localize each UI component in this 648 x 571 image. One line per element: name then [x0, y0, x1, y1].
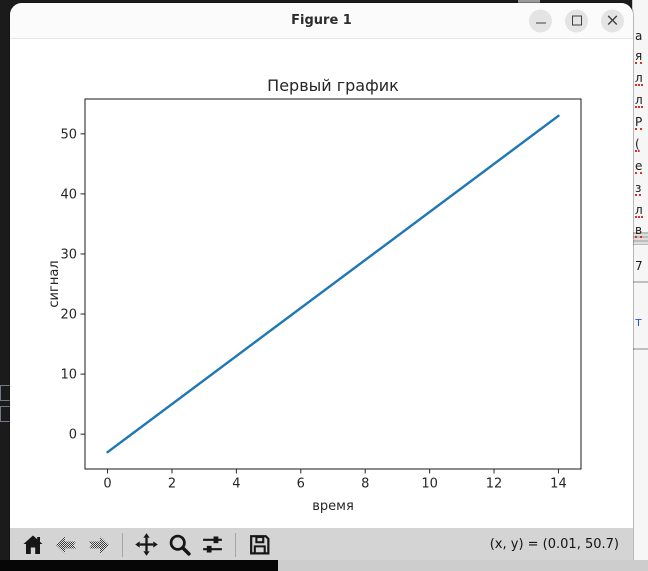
home-icon	[23, 535, 43, 554]
back-button[interactable]	[53, 532, 79, 558]
background-text-fragment: (	[635, 137, 640, 152]
background-window-divider	[633, 348, 648, 350]
pan-icon	[134, 533, 158, 556]
data-series	[106, 114, 560, 454]
svg-text:0: 0	[103, 477, 111, 492]
forward-button[interactable]	[86, 532, 112, 558]
background-text-fragment: л	[635, 71, 643, 86]
svg-text:10: 10	[60, 368, 77, 383]
configure-subplots-button[interactable]	[199, 532, 225, 558]
svg-text:40: 40	[60, 187, 77, 202]
maximize-button[interactable]	[565, 9, 588, 32]
close-button[interactable]: ×	[601, 9, 624, 32]
navigation-toolbar: (x, y) = (0.01, 50.7)	[10, 528, 633, 560]
toolbar-separator	[122, 532, 123, 557]
background-window-divider	[633, 281, 648, 283]
svg-text:50: 50	[60, 127, 77, 142]
svg-text:8: 8	[361, 477, 369, 492]
save-button[interactable]	[246, 532, 272, 558]
forward-icon	[89, 536, 109, 553]
svg-text:10: 10	[421, 477, 438, 492]
svg-text:6: 6	[297, 477, 305, 492]
background-text-fragment: я	[635, 49, 643, 64]
background-text-fragment: л	[635, 93, 643, 108]
background-window-strip: a я л л Р(е з л в 7 т	[632, 0, 648, 571]
svg-text:14: 14	[550, 477, 567, 492]
window-controls: ×	[529, 9, 624, 32]
minimize-icon	[535, 22, 546, 24]
y-axis-label: сигнал	[47, 260, 62, 307]
maximize-icon	[571, 15, 582, 26]
background-text-fragment: л	[635, 203, 643, 218]
pan-button[interactable]	[133, 532, 159, 558]
figure-window: Figure 1 × Первый график 0 2 4 6 8 10 12 14 0 10 2…	[10, 3, 633, 560]
background-text-fragment: a	[635, 29, 643, 43]
line-chart[interactable]: Первый график 0 2 4 6 8 10 12 14 0 10 20 30 40 50 вре…	[10, 39, 633, 528]
zoom-icon	[169, 534, 191, 556]
svg-text:12: 12	[486, 477, 503, 492]
close-icon: ×	[605, 10, 620, 30]
chart-title: Первый график	[267, 76, 399, 95]
background-bottom-right	[278, 560, 648, 571]
toolbar-separator	[235, 532, 236, 557]
background-window-tab	[518, 0, 540, 3]
x-axis-label: время	[312, 499, 354, 514]
background-window-band	[633, 232, 648, 245]
axes-box	[84, 98, 582, 470]
background-text-fragment: Р	[635, 115, 643, 130]
minimize-button[interactable]	[529, 9, 552, 32]
svg-text:20: 20	[60, 308, 77, 323]
svg-text:2: 2	[168, 477, 176, 492]
background-text-fragment: в	[635, 223, 643, 238]
background-text-fragment: т	[635, 315, 642, 329]
svg-text:0: 0	[69, 428, 77, 443]
axis-ticks: 0 2 4 6 8 10 12 14 0 10 20 30 40 50	[60, 127, 566, 491]
svg-text:4: 4	[232, 477, 240, 492]
window-title: Figure 1	[291, 13, 352, 28]
titlebar[interactable]: Figure 1 ×	[10, 3, 633, 39]
background-text-fragment: 7	[635, 259, 643, 273]
cursor-coordinates: (x, y) = (0.01, 50.7)	[489, 537, 619, 552]
background-bottom-left	[0, 560, 278, 571]
home-button[interactable]	[20, 532, 46, 558]
background-text-fragment: е	[635, 159, 643, 174]
svg-text:30: 30	[60, 247, 77, 262]
figure-canvas[interactable]: Первый график 0 2 4 6 8 10 12 14 0 10 20 30 40 50 вре…	[10, 39, 633, 528]
save-icon	[249, 535, 269, 555]
back-icon	[56, 536, 76, 553]
zoom-to-rect-button[interactable]	[166, 532, 192, 558]
sliders-icon	[202, 536, 222, 553]
background-text-fragment: з	[635, 181, 642, 196]
